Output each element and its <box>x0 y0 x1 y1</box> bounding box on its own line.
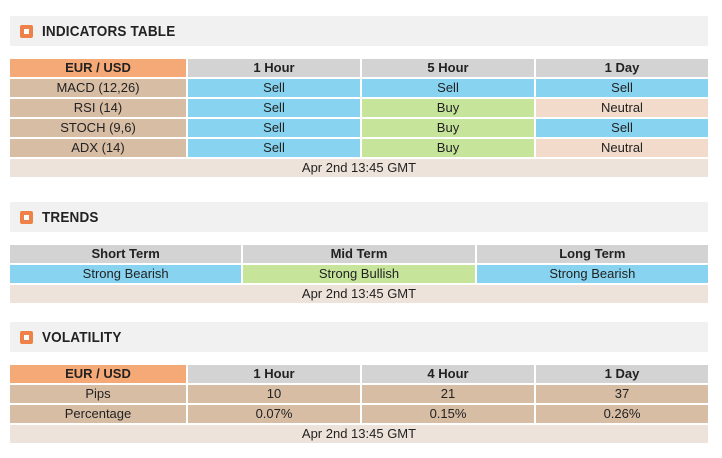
column-header: 4 Hour <box>362 365 534 383</box>
signal-cell: Sell <box>188 99 360 117</box>
trend-cell: Strong Bearish <box>476 265 708 283</box>
volatility-section: VOLATILITY EUR / USD 1 Hour 4 Hour 1 Day… <box>10 322 708 443</box>
orange-square-bullet-icon <box>20 330 33 344</box>
orange-square-bullet-icon <box>20 210 33 224</box>
orange-square-bullet-icon <box>20 24 33 38</box>
volatility-label: Pips <box>10 385 186 403</box>
trends-section: TRENDS Short Term Mid Term Long Term Str… <box>10 202 708 303</box>
pair-header-cell: EUR / USD <box>10 59 186 77</box>
volatility-value: 10 <box>188 385 360 403</box>
signal-cell: Buy <box>362 119 534 137</box>
timestamp-footer: Apr 2nd 13:45 GMT <box>10 159 708 177</box>
signal-cell: Sell <box>188 79 360 97</box>
pair-header-cell: EUR / USD <box>10 365 186 383</box>
section-title: VOLATILITY <box>42 328 122 346</box>
section-header-volatility: VOLATILITY <box>10 322 708 352</box>
volatility-value: 0.15% <box>362 405 534 423</box>
indicator-label: STOCH (9,6) <box>10 119 186 137</box>
volatility-value: 37 <box>536 385 708 403</box>
trends-table: Short Term Mid Term Long Term Strong Bea… <box>10 245 708 303</box>
signal-cell: Sell <box>188 119 360 137</box>
column-header: 1 Hour <box>188 365 360 383</box>
indicator-label: RSI (14) <box>10 99 186 117</box>
volatility-table: EUR / USD 1 Hour 4 Hour 1 Day Pips 10 21… <box>10 365 708 443</box>
indicators-section: INDICATORS TABLE EUR / USD 1 Hour 5 Hour… <box>10 16 708 177</box>
section-header-trends: TRENDS <box>10 202 708 232</box>
column-header: 1 Hour <box>188 59 360 77</box>
signal-cell: Sell <box>362 79 534 97</box>
timestamp-footer: Apr 2nd 13:45 GMT <box>10 285 708 303</box>
signal-cell: Sell <box>536 79 708 97</box>
volatility-value: 21 <box>362 385 534 403</box>
section-title: INDICATORS TABLE <box>42 22 176 40</box>
trend-cell: Strong Bullish <box>243 265 475 283</box>
signal-cell: Buy <box>362 139 534 157</box>
column-header: Short Term <box>10 245 242 263</box>
signal-cell: Neutral <box>536 99 708 117</box>
indicators-table: EUR / USD 1 Hour 5 Hour 1 Day MACD (12,2… <box>10 59 708 177</box>
column-header: 5 Hour <box>362 59 534 77</box>
volatility-value: 0.07% <box>188 405 360 423</box>
signal-cell: Buy <box>362 99 534 117</box>
signal-cell: Sell <box>536 119 708 137</box>
signal-cell: Sell <box>188 139 360 157</box>
indicator-label: ADX (14) <box>10 139 186 157</box>
section-header-indicators: INDICATORS TABLE <box>10 16 708 46</box>
trend-cell: Strong Bearish <box>10 265 242 283</box>
section-title: TRENDS <box>42 208 99 226</box>
column-header: Mid Term <box>243 245 475 263</box>
signal-cell: Neutral <box>536 139 708 157</box>
timestamp-footer: Apr 2nd 13:45 GMT <box>10 425 708 443</box>
column-header: 1 Day <box>536 365 708 383</box>
indicator-label: MACD (12,26) <box>10 79 186 97</box>
volatility-value: 0.26% <box>536 405 708 423</box>
column-header: Long Term <box>476 245 708 263</box>
volatility-label: Percentage <box>10 405 186 423</box>
column-header: 1 Day <box>536 59 708 77</box>
